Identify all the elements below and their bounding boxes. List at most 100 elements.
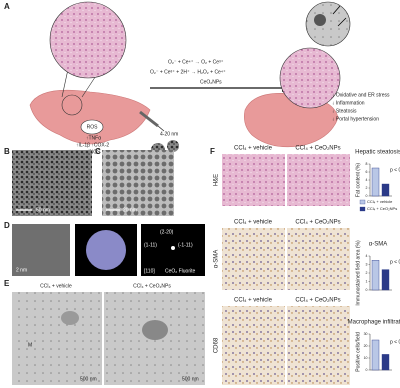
outcome: ↓ Inflammation xyxy=(332,100,365,106)
y-tick-label: 4 xyxy=(366,254,368,258)
y-tick-label: 2 xyxy=(366,271,368,275)
scale-label: 20 nm xyxy=(123,207,137,213)
p-value: p < 0.001 xyxy=(390,167,400,173)
column-header: CCl₄ + vehicle xyxy=(234,298,273,304)
row-label: α-SMA xyxy=(214,250,220,268)
panel-f-charts: Hepatic steatosis 0 2 4 6 8 Fat content (%) p <… xyxy=(348,150,400,372)
size-label: 4-20 nm xyxy=(160,131,178,137)
y-axis-label: Positive cells/field xyxy=(355,332,361,372)
bar xyxy=(381,183,390,197)
column-header: CCl₄ + vehicle xyxy=(40,283,72,289)
panel-f-images: CCl₄ + vehicle CCl₄ + CeO₂NPs H&E CCl₄ + ve… xyxy=(214,146,350,385)
tem-image xyxy=(12,150,92,216)
mito-label: M xyxy=(28,342,32,348)
y-tick-label: 10 xyxy=(364,356,368,360)
needle xyxy=(157,125,165,132)
legend-label: CCl₄ + CeO₂NPs xyxy=(367,206,397,211)
column-header: CCl₄ + CeO₂NPs xyxy=(295,146,340,152)
pointer xyxy=(337,17,347,27)
p-value: p < 0.01 xyxy=(390,260,400,266)
bar xyxy=(381,269,390,291)
syringe xyxy=(139,110,159,128)
row-label: H&E xyxy=(214,174,220,186)
chart-title: Hepatic steatosis xyxy=(355,150,400,156)
scale-label: 50 nm xyxy=(36,207,50,213)
bar xyxy=(371,339,380,371)
y-axis-label: Fat content (%) xyxy=(355,163,361,198)
y-tick-label: 1 xyxy=(366,279,368,283)
histology-image xyxy=(222,154,285,206)
y-tick-label: 30 xyxy=(364,332,368,336)
column-header: CCl₄ + vehicle xyxy=(234,146,273,152)
chart-title: α-SMA xyxy=(369,242,387,248)
histology-image xyxy=(222,228,285,290)
y-tick-label: 4 xyxy=(366,178,368,182)
y-tick-label: 20 xyxy=(364,344,368,348)
outcome: ↓ Portal hypertension xyxy=(332,116,379,122)
y-tick-label: 8 xyxy=(366,162,368,166)
column-header: CCl₄ + CeO₂NPs xyxy=(295,298,340,304)
histology-circle xyxy=(279,47,341,109)
y-tick-label: 6 xyxy=(366,170,368,174)
reaction: O₂⁻ + Ce⁴⁺ → O₂ + Ce³⁺ xyxy=(168,59,224,65)
panel-label: A xyxy=(4,2,10,11)
panel-label: D xyxy=(4,221,10,230)
y-axis-label: Immunostained field area (%) xyxy=(355,240,361,306)
bar xyxy=(381,354,390,371)
pointer xyxy=(332,5,341,15)
column-header: CCl₄ + vehicle xyxy=(234,220,273,226)
y-tick-label: 0 xyxy=(366,368,368,372)
crystal-model xyxy=(86,230,126,270)
legend-swatch xyxy=(359,199,366,205)
plane-label: (1-11) xyxy=(144,242,157,248)
panel-label: B xyxy=(4,147,10,156)
marker: ↑TNFα xyxy=(86,135,101,141)
phase-label: CeO₂ Fluorite xyxy=(165,268,196,274)
liver xyxy=(29,89,151,145)
p-value: p < 0.01 xyxy=(390,339,400,345)
plane-label: (2-20) xyxy=(160,229,174,235)
histology-image xyxy=(222,306,285,385)
bar xyxy=(371,260,380,291)
y-tick-label: 3 xyxy=(366,262,368,266)
y-tick-label: 0 xyxy=(366,288,368,292)
arrow-label: CeO₂NPs xyxy=(200,79,222,85)
histology-circle xyxy=(49,1,127,79)
droplet xyxy=(314,14,326,26)
histology-image xyxy=(287,228,350,290)
ros-label: ROS xyxy=(87,124,99,130)
scale-label: 2 nm xyxy=(16,267,27,273)
reaction: O₂⁻ + Ce³⁺ + 2H⁺ → H₂O₂ + Ce⁴⁺ xyxy=(150,69,226,75)
zone-label: [110] xyxy=(144,268,155,274)
em-circle xyxy=(305,1,351,47)
panel-a: A O₂⁻ + Ce⁴⁺ → O₂ + Ce³⁺ O₂⁻ + Ce³⁺ + 2H… xyxy=(4,1,390,164)
particle xyxy=(167,140,179,152)
ros-cycle xyxy=(80,119,104,135)
legend-label: CCl₄ + vehicle xyxy=(367,199,393,204)
marker: ↑IL-1β ↑COX-2 xyxy=(76,142,109,148)
bar xyxy=(371,167,380,197)
panel-label: E xyxy=(4,279,10,288)
panel-label: F xyxy=(210,147,215,156)
histology-image xyxy=(287,154,350,206)
row-label: CD68 xyxy=(214,337,220,353)
column-header: CCl₄ + CeO₂NPs xyxy=(295,220,340,226)
spot xyxy=(171,246,175,250)
plane-label: (-1-11) xyxy=(178,242,193,248)
outcome: ↓ Oxidative and ER stress xyxy=(332,92,390,98)
scale-label: 500 nm xyxy=(182,376,199,382)
legend-swatch xyxy=(359,206,366,212)
outcome: ↓ Steatosis xyxy=(332,108,357,114)
zoom-circle xyxy=(61,94,83,116)
histology-image xyxy=(287,306,350,385)
droplet xyxy=(61,311,79,325)
droplet xyxy=(142,320,168,340)
marker: ↑iNOS xyxy=(86,149,101,155)
panel-label: C xyxy=(95,147,101,156)
y-tick-label: 0 xyxy=(366,194,368,198)
y-tick-label: 2 xyxy=(366,186,368,190)
hrtem-image xyxy=(12,224,70,276)
tem-image xyxy=(102,150,174,216)
column-header: CCl₄ + CeO₂NPs xyxy=(133,283,171,289)
